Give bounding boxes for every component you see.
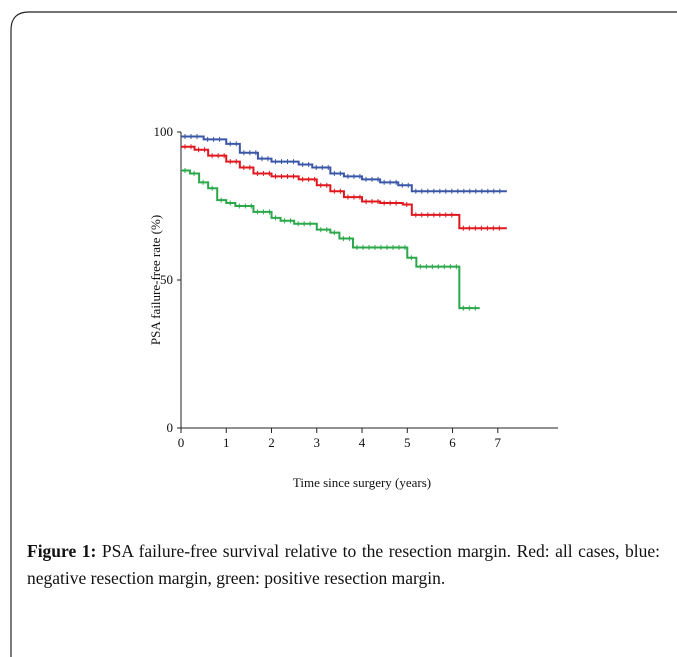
caption-label: Figure 1: <box>27 541 97 561</box>
frame <box>10 11 677 657</box>
caption: Figure 1: PSA failure-free survival rela… <box>27 538 660 592</box>
x-tick-label: 4 <box>359 435 366 450</box>
survival-line <box>181 135 507 193</box>
y-axis-label: PSA failure-free rate (%) <box>148 215 163 345</box>
plot: 0 1 2 3 4 5 6 7 0 50 100 <box>154 124 558 450</box>
x-tick-label: 1 <box>223 435 230 450</box>
y-tick-label: 0 <box>167 420 174 435</box>
x-tick-label: 0 <box>178 435 185 450</box>
survival-line <box>181 169 480 310</box>
x-tick-label: 3 <box>314 435 321 450</box>
x-tick-label: 2 <box>268 435 275 450</box>
caption-text: PSA failure-free survival relative to th… <box>27 541 661 588</box>
x-tick-label: 6 <box>449 435 456 450</box>
x-axis-label: Time since surgery (years) <box>293 475 431 490</box>
y-tick-label: 100 <box>154 124 174 139</box>
survival-line <box>181 145 507 230</box>
y-tick-label: 50 <box>160 272 173 287</box>
x-tick-label: 7 <box>495 435 502 450</box>
x-tick-label: 5 <box>404 435 411 450</box>
